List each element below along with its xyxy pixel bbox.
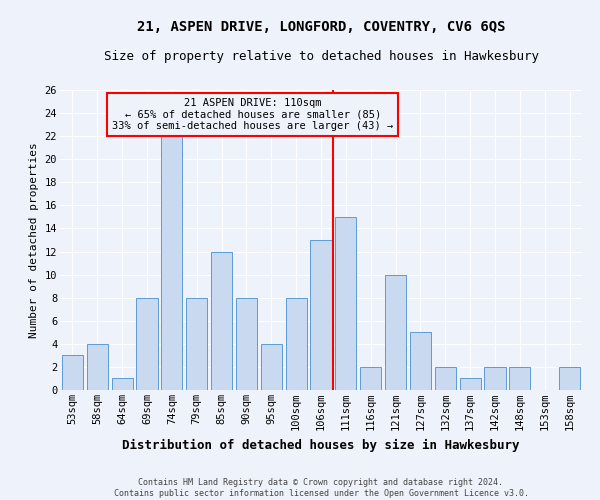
Bar [460, 378, 481, 390]
Bar [559, 367, 580, 390]
Bar [484, 367, 506, 390]
Bar [435, 367, 456, 390]
Bar [236, 298, 257, 390]
Bar [112, 378, 133, 390]
Bar [161, 136, 182, 390]
Bar [286, 298, 307, 390]
Text: Contains public sector information licensed under the Open Government Licence v3: Contains public sector information licen… [113, 489, 529, 498]
Bar [261, 344, 282, 390]
Bar [310, 240, 332, 390]
Bar [62, 356, 83, 390]
Bar [509, 367, 530, 390]
Text: Contains HM Land Registry data © Crown copyright and database right 2024.: Contains HM Land Registry data © Crown c… [139, 478, 503, 487]
Bar [360, 367, 381, 390]
Text: Size of property relative to detached houses in Hawkesbury: Size of property relative to detached ho… [104, 50, 539, 63]
Bar [87, 344, 108, 390]
Bar [186, 298, 207, 390]
Bar [335, 217, 356, 390]
Bar [410, 332, 431, 390]
Bar [136, 298, 158, 390]
X-axis label: Distribution of detached houses by size in Hawkesbury: Distribution of detached houses by size … [122, 438, 520, 452]
Text: 21 ASPEN DRIVE: 110sqm
← 65% of detached houses are smaller (85)
33% of semi-det: 21 ASPEN DRIVE: 110sqm ← 65% of detached… [112, 98, 393, 132]
Text: 21, ASPEN DRIVE, LONGFORD, COVENTRY, CV6 6QS: 21, ASPEN DRIVE, LONGFORD, COVENTRY, CV6… [137, 20, 505, 34]
Bar [385, 274, 406, 390]
Bar [211, 252, 232, 390]
Y-axis label: Number of detached properties: Number of detached properties [29, 142, 39, 338]
